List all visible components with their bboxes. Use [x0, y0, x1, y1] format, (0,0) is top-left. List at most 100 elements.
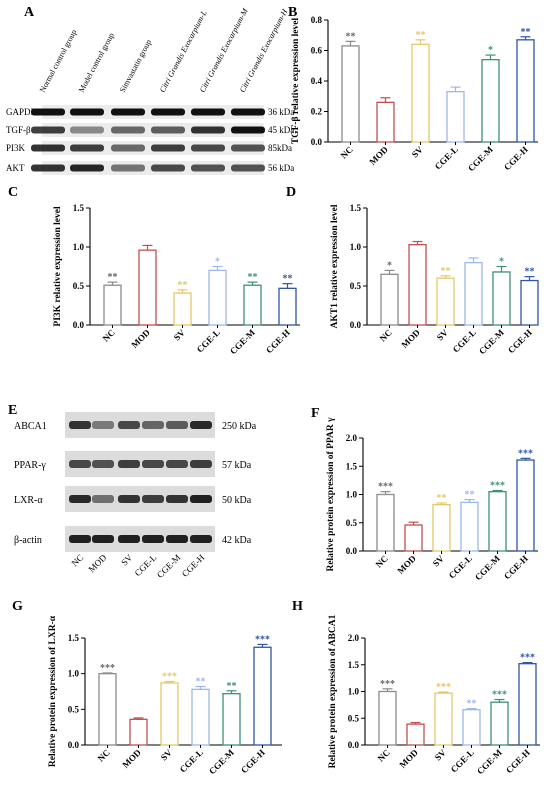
blot-a-band — [231, 144, 265, 152]
chart-d: 0.0 0.5 1.0 1.5 AKT1 relative expression lev… — [330, 203, 539, 356]
blot-e-band — [166, 535, 188, 543]
chart-d-significance: ** — [441, 266, 451, 277]
chart-c-x-tick-label: SV — [172, 327, 188, 343]
chart-f-x-tick-label: NC — [374, 553, 390, 569]
blot-e-band — [142, 421, 164, 429]
chart-c-significance: * — [215, 257, 220, 268]
blot-a-band — [191, 126, 225, 134]
chart-b-significance: ** — [521, 27, 531, 38]
chart-b-bar — [481, 59, 500, 143]
chart-c-bar — [243, 284, 262, 326]
chart-d-x-tick-label: NC — [378, 327, 394, 343]
blot-a-band — [191, 164, 225, 172]
blot-a-band — [151, 164, 185, 172]
chart-h-x-tick-label: CGE-L — [449, 747, 476, 774]
chart-c-significance: ** — [248, 272, 258, 283]
chart-c-x-tick-label: NC — [101, 327, 117, 343]
chart-d-y-tick-label: 0.0 — [350, 320, 362, 330]
blot-a-band — [111, 164, 145, 172]
blot-e-band — [92, 495, 114, 503]
panel-letter-e: E — [8, 403, 17, 418]
blot-e-band — [69, 495, 91, 503]
blot-e-band — [118, 535, 140, 543]
chart-d-bar — [464, 261, 483, 326]
chart-g-y-axis-label: Relative protein expression of LXR-α — [48, 615, 58, 767]
chart-b-y-tick-label: 0.0 — [311, 137, 323, 147]
blot-e-kda-label: 42 kDa — [222, 535, 252, 546]
chart-d-bar — [436, 277, 455, 326]
blot-a-band — [231, 126, 265, 134]
chart-h-y-tick-label: 1.0 — [348, 687, 360, 697]
blot-a-band — [31, 144, 65, 152]
blot-a-band — [70, 108, 104, 116]
blot-e-row-label: LXR-α — [14, 495, 43, 506]
blot-e-band — [118, 495, 140, 503]
blot-a-band — [70, 164, 104, 172]
chart-f-x-tick-label: MOD — [395, 553, 418, 576]
blot-e-kda-label: 50 kDa — [222, 495, 252, 506]
chart-f: 0.0 0.5 1.0 1.5 2.0 Relative protein expressi… — [326, 417, 538, 582]
chart-d-y-axis-label: AKT1 relative expression level — [330, 204, 340, 328]
chart-b-bar — [411, 43, 430, 143]
blot-e-band — [190, 535, 212, 543]
blot-e-band — [142, 495, 164, 503]
blot-a-band — [231, 164, 265, 172]
chart-h-significance: *** — [520, 653, 535, 664]
chart-f-x-tick-label: CGE-M — [473, 553, 502, 582]
chart-d-significance: ** — [525, 267, 535, 278]
chart-c-y-axis-label: PI3K relative expression level — [53, 206, 63, 327]
chart-h-bar — [434, 692, 453, 746]
blot-e-band — [92, 535, 114, 543]
chart-c-y-tick-label: 0.5 — [73, 281, 85, 291]
chart-c-x-tick-label: CGE-L — [195, 327, 222, 354]
chart-d-bar — [520, 279, 539, 326]
chart-g-significance: *** — [162, 672, 177, 683]
chart-b-x-tick-label: SV — [410, 144, 426, 160]
chart-f-bar — [432, 504, 451, 552]
chart-d-x-tick-label: CGE-H — [506, 327, 534, 355]
chart-g-x-tick-label: MOD — [120, 747, 143, 770]
chart-g-significance: *** — [255, 634, 270, 645]
chart-f-bar — [488, 491, 507, 552]
chart-c-bar — [103, 284, 122, 326]
chart-h-y-tick-label: 0.5 — [348, 713, 360, 723]
chart-d-y-tick-label: 1.5 — [350, 203, 362, 213]
chart-g-bar — [222, 692, 241, 746]
blot-a-group-label: Normal control group — [38, 28, 79, 94]
chart-d-significance: * — [387, 260, 392, 271]
blot-a-kda-label: 56 kDa — [268, 163, 294, 173]
chart-f-x-tick-label: SV — [431, 553, 447, 569]
blot-e-lane-label: NC — [69, 552, 85, 568]
chart-h-x-tick-label: CGE-H — [504, 747, 532, 775]
blot-e-band — [92, 421, 114, 429]
chart-d-significance: * — [499, 257, 504, 268]
chart-c-x-tick-label: MOD — [129, 327, 152, 350]
chart-h-significance: ** — [467, 699, 477, 710]
chart-f-significance: ** — [437, 493, 447, 504]
panel-letter-c: C — [8, 185, 18, 200]
chart-c-bar — [173, 292, 192, 326]
blot-e-band — [118, 460, 140, 468]
chart-g-bar — [129, 718, 148, 746]
blot-e-band — [69, 460, 91, 468]
chart-h-bar — [462, 709, 481, 746]
chart-g-bar — [160, 682, 179, 746]
chart-b-significance: * — [488, 45, 493, 56]
blot-e-band — [142, 460, 164, 468]
chart-b-x-tick-label: NC — [339, 144, 355, 160]
chart-d-bar — [380, 273, 399, 326]
chart-g-x-tick-label: SV — [159, 747, 175, 763]
chart-b-bar — [341, 45, 360, 143]
chart-d-x-tick-label: MOD — [399, 327, 422, 350]
chart-c-significance: ** — [108, 272, 118, 283]
blot-a-row-label: GAPDH — [6, 107, 38, 117]
panel-letter-f: F — [311, 406, 320, 421]
chart-d-x-tick-label: CGE-M — [477, 327, 506, 356]
blot-e-band — [69, 421, 91, 429]
chart-g-significance: ** — [227, 681, 237, 692]
chart-b-x-tick-label: MOD — [367, 144, 390, 167]
blot-e-kda-label: 250 kDa — [222, 421, 257, 432]
chart-c-bar — [278, 287, 297, 326]
chart-h: 0.0 0.5 1.0 1.5 2.0 Relative protein expressi… — [328, 614, 540, 776]
blot-a-kda-label: 45 kDa — [268, 125, 294, 135]
